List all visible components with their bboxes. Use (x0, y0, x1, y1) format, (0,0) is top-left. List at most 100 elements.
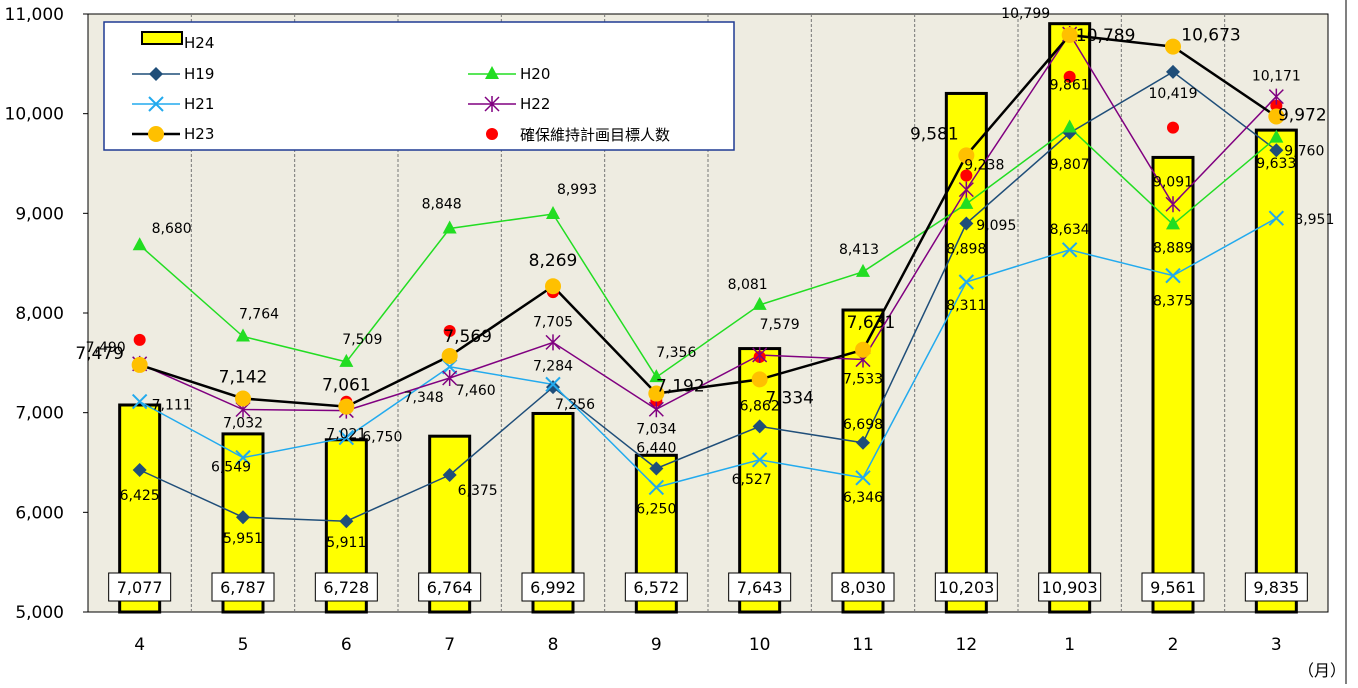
point-h20 (132, 237, 147, 251)
data-label-h19: 6,375 (458, 483, 498, 499)
data-label-h22: 9,238 (964, 158, 1004, 174)
data-label-h19: 10,419 (1149, 86, 1198, 102)
point-h21 (131, 393, 148, 410)
line-h22 (139, 32, 1277, 412)
bar-value-label: 6,992 (530, 578, 576, 597)
data-label-h23: 7,569 (443, 327, 492, 347)
line-h19 (139, 70, 1277, 522)
target-point (1063, 70, 1076, 83)
bar-h24 (738, 347, 782, 614)
point-h22 (648, 401, 664, 418)
bar-value-box (1244, 572, 1308, 602)
data-label-h19: 6,425 (120, 488, 160, 504)
point-h20 (1062, 119, 1077, 133)
data-label-h19: 8,898 (946, 241, 986, 257)
data-label-h23: 9,972 (1278, 105, 1327, 125)
target-point (1270, 99, 1283, 112)
data-label-h20: 9,760 (1284, 144, 1324, 160)
data-label-h23: 10,789 (1076, 26, 1135, 46)
point-h23 (958, 147, 975, 164)
legend-marker-target (486, 128, 498, 140)
data-label-h19: 5,911 (326, 535, 366, 551)
bar-value-box (418, 572, 482, 602)
y-tick-label: 5,000 (15, 603, 64, 623)
data-label-h20: 8,413 (839, 242, 879, 258)
data-label-h20: 9,095 (976, 218, 1016, 234)
data-label-h19: 7,256 (555, 397, 595, 413)
data-label-h19: 6,862 (740, 398, 780, 414)
data-label-h21: 8,634 (1050, 222, 1090, 238)
data-label-h20: 8,889 (1153, 240, 1193, 256)
point-h22 (545, 334, 561, 351)
bar-h24 (1151, 155, 1195, 614)
point-h21 (751, 452, 768, 468)
point-h22 (442, 369, 458, 386)
point-h21 (235, 449, 251, 466)
point-h20 (546, 206, 560, 220)
data-label-h20: 8,081 (728, 277, 768, 293)
data-label-h19: 9,633 (1256, 156, 1296, 172)
data-label-h19: 9,807 (1050, 157, 1090, 173)
data-label-h22: 7,348 (404, 390, 444, 406)
bar-value-box (1038, 572, 1102, 602)
legend-swatch-h24 (141, 31, 183, 45)
data-label-h22: 7,705 (533, 314, 573, 330)
point-h20 (1166, 216, 1180, 230)
x-tick-label: 7 (444, 635, 455, 655)
x-tick-label: 8 (548, 635, 559, 655)
point-h23 (235, 390, 251, 407)
bar-value-box (624, 572, 688, 602)
y-tick-label: 9,000 (15, 204, 64, 224)
bar-value-label: 7,077 (117, 578, 163, 597)
point-h21 (338, 429, 355, 446)
data-label-h19: 6,698 (843, 417, 883, 433)
bar-value-label: 8,030 (840, 578, 886, 597)
data-label-h23: 7,061 (322, 376, 371, 396)
line-h21 (139, 217, 1277, 489)
point-h20 (959, 195, 974, 209)
bar-value-box (728, 572, 792, 602)
legend-label-h23: H23 (184, 125, 214, 143)
target-point (443, 324, 456, 337)
y-tick-label: 6,000 (15, 503, 64, 523)
point-h20 (339, 353, 354, 367)
data-label-h23: 7,142 (219, 368, 268, 388)
bar-value-label: 6,787 (220, 578, 266, 597)
line-h23 (139, 33, 1278, 408)
point-h21 (1061, 242, 1078, 258)
point-h19 (339, 514, 354, 529)
data-label-h22: 7,490 (86, 340, 126, 356)
data-label-h23: 8,269 (529, 251, 578, 271)
data-label-h19: 6,440 (636, 440, 676, 456)
point-h19 (1062, 125, 1077, 140)
point-h23 (338, 398, 355, 415)
bar-value-box (831, 572, 895, 602)
bar-value-label: 7,643 (737, 578, 783, 597)
y-tick-label: 11,000 (5, 5, 64, 25)
point-h20 (856, 263, 870, 277)
x-tick-label: 4 (134, 635, 145, 655)
point-h23 (751, 371, 768, 388)
data-label-h21: 7,460 (456, 383, 496, 399)
x-tick-label: 5 (238, 635, 249, 655)
data-label-h21: 7,284 (533, 358, 573, 374)
data-label-h22: 10,799 (1001, 6, 1050, 22)
point-h23 (1268, 108, 1285, 125)
point-h19 (1166, 64, 1180, 79)
point-h22 (958, 181, 974, 198)
legend-marker-h20 (485, 66, 499, 79)
data-label-h23: 7,631 (847, 313, 896, 333)
x-tick-label: 9 (651, 635, 662, 655)
point-h20 (752, 296, 767, 310)
data-label-h20: 8,680 (152, 221, 192, 237)
data-label-h23: 7,192 (656, 377, 705, 397)
x-tick-label: 6 (341, 635, 352, 655)
legend-label-h19: H19 (184, 65, 214, 83)
y-tick-label: 10,000 (5, 105, 64, 125)
data-label-h21: 6,250 (636, 501, 676, 517)
target-point (1167, 121, 1179, 134)
legend-label-h21: H21 (184, 95, 214, 113)
point-h23 (855, 341, 871, 358)
data-label-h23: 9,581 (910, 124, 959, 144)
